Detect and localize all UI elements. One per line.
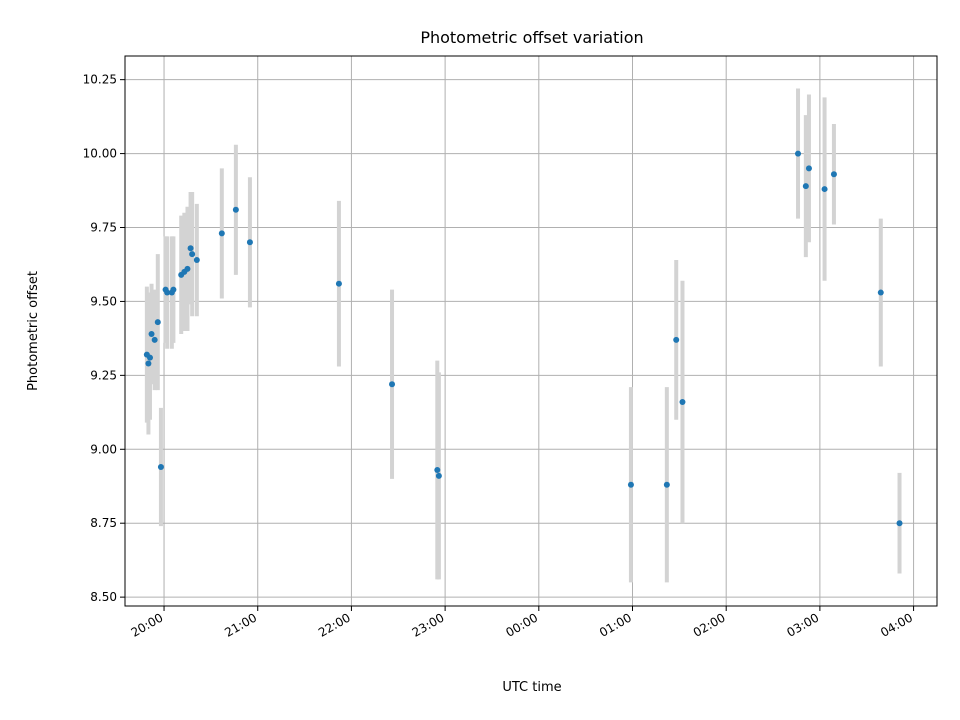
x-tick-label: 01:00 (597, 610, 634, 639)
x-tick-label: 04:00 (878, 610, 915, 639)
data-point (877, 289, 884, 296)
plot-frame (124, 55, 938, 607)
point-layer (143, 150, 903, 527)
data-point (679, 398, 686, 405)
y-tick-label: 9.25 (90, 368, 117, 382)
x-axis-label: UTC time (502, 680, 561, 695)
data-point (154, 319, 161, 326)
data-point (821, 186, 828, 193)
y-tick-label: 8.50 (90, 590, 117, 604)
y-tick-label: 9.75 (90, 221, 117, 235)
x-tick-label: 03:00 (784, 610, 821, 639)
y-tick-label: 9.50 (90, 294, 117, 308)
errorbar-layer (144, 88, 902, 583)
y-axis-label: Photometric offset (26, 271, 41, 391)
data-point (795, 150, 802, 157)
data-point (170, 286, 177, 293)
x-tick-label: 22:00 (316, 610, 353, 639)
data-point (673, 336, 680, 343)
x-tick-label: 23:00 (410, 610, 447, 639)
data-point (184, 265, 191, 272)
data-point (627, 481, 634, 488)
x-tick-label: 21:00 (222, 610, 259, 639)
data-point (187, 245, 194, 252)
data-point (189, 251, 196, 258)
data-point (805, 165, 812, 172)
data-point (218, 230, 225, 237)
data-point (802, 183, 809, 190)
data-point (389, 381, 396, 388)
data-point (434, 466, 441, 473)
y-tick-label: 8.75 (90, 516, 117, 530)
data-point (145, 360, 152, 367)
data-point (896, 520, 903, 527)
data-point (146, 354, 153, 361)
x-tick-label: 02:00 (691, 610, 728, 639)
data-point (164, 289, 171, 296)
chart-title: Photometric offset variation (420, 28, 643, 47)
y-tick-label: 9.00 (90, 442, 117, 456)
data-point (148, 330, 155, 337)
data-point (232, 206, 239, 213)
x-tick-label: 20:00 (129, 610, 166, 639)
data-point (830, 171, 837, 178)
x-axis: 20:00 21:00 22:00 23:00 00:00 01:00 02:00 03:00… (129, 606, 915, 640)
data-point (157, 464, 164, 471)
data-point (193, 257, 200, 264)
x-tick-label: 00:00 (503, 610, 540, 639)
data-point (335, 280, 342, 287)
data-point (435, 472, 442, 479)
data-point (246, 239, 253, 246)
data-point (151, 336, 158, 343)
y-axis: 8.50 8.75 9.00 9.25 9.50 9.75 10.00 10.25 (83, 73, 125, 604)
y-tick-label: 10.25 (83, 73, 117, 87)
grid-layer (125, 56, 937, 606)
data-point (663, 481, 670, 488)
y-tick-label: 10.00 (83, 147, 117, 161)
